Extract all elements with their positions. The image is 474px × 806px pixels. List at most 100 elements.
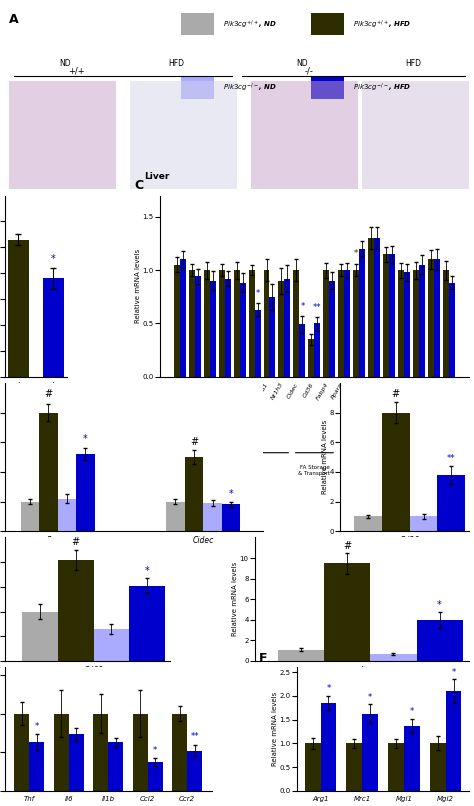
Text: C: C: [135, 179, 144, 192]
Bar: [428, 260, 434, 376]
Text: $Pik3cg^{-/-}$, HFD: $Pik3cg^{-/-}$, HFD: [353, 81, 411, 94]
Bar: [255, 310, 261, 376]
Text: #: #: [190, 437, 198, 447]
Bar: [210, 280, 216, 376]
Bar: [222, 505, 240, 531]
Bar: [309, 339, 314, 376]
Bar: [446, 691, 461, 791]
Bar: [389, 254, 395, 376]
Bar: [413, 270, 419, 376]
Text: *: *: [327, 684, 330, 693]
Bar: [93, 629, 129, 661]
Text: *: *: [354, 249, 358, 259]
Text: FA Oxidation: FA Oxidation: [377, 465, 417, 471]
Bar: [320, 703, 337, 791]
Text: **: **: [191, 733, 199, 742]
FancyBboxPatch shape: [311, 77, 344, 98]
Bar: [345, 270, 350, 376]
Bar: [329, 280, 336, 376]
FancyBboxPatch shape: [130, 81, 237, 189]
Text: $Pik3cg^{-/-}$, ND: $Pik3cg^{-/-}$, ND: [223, 81, 277, 94]
Text: F: F: [259, 652, 267, 665]
Bar: [69, 734, 84, 791]
Text: *: *: [451, 668, 456, 677]
FancyBboxPatch shape: [181, 14, 214, 35]
Bar: [204, 270, 210, 376]
Bar: [370, 654, 417, 661]
Bar: [54, 713, 69, 791]
Text: *: *: [368, 693, 372, 702]
Bar: [270, 297, 275, 376]
Bar: [362, 714, 378, 791]
Bar: [108, 742, 123, 791]
Bar: [346, 743, 362, 791]
Bar: [338, 270, 345, 376]
Bar: [148, 762, 163, 791]
Y-axis label: Relative mRNA levels: Relative mRNA levels: [322, 420, 328, 494]
Bar: [173, 264, 180, 376]
Bar: [129, 586, 164, 661]
Y-axis label: Relative mRNA levels: Relative mRNA levels: [272, 692, 278, 767]
FancyBboxPatch shape: [9, 81, 116, 189]
Bar: [434, 260, 440, 376]
FancyBboxPatch shape: [363, 81, 469, 189]
Bar: [29, 742, 44, 791]
Bar: [404, 725, 420, 791]
Bar: [22, 612, 58, 661]
Bar: [43, 278, 64, 376]
Text: ND: ND: [59, 59, 71, 68]
Bar: [21, 501, 39, 531]
Text: #: #: [72, 538, 80, 547]
Text: *: *: [255, 289, 260, 297]
Bar: [185, 457, 203, 531]
Bar: [368, 238, 374, 376]
Bar: [203, 503, 222, 531]
Bar: [305, 743, 320, 791]
Bar: [76, 454, 95, 531]
Text: *: *: [145, 566, 149, 576]
Bar: [133, 713, 148, 791]
Text: FA Synthesis: FA Synthesis: [212, 465, 252, 471]
Bar: [293, 270, 300, 376]
Text: HFD: HFD: [406, 59, 421, 68]
Bar: [279, 280, 284, 376]
Text: FA Storage
& Transport: FA Storage & Transport: [299, 465, 330, 476]
Bar: [354, 517, 382, 531]
Bar: [383, 254, 389, 376]
Bar: [166, 501, 185, 531]
Text: *: *: [51, 254, 55, 264]
Text: $Pik3cg^{+/+}$, ND: $Pik3cg^{+/+}$, ND: [223, 19, 277, 31]
Bar: [419, 264, 425, 376]
Text: #: #: [45, 389, 53, 399]
Bar: [300, 325, 305, 376]
Bar: [93, 713, 108, 791]
Bar: [323, 270, 329, 376]
Text: ND: ND: [296, 59, 308, 68]
Text: *: *: [301, 301, 305, 310]
Bar: [8, 239, 28, 376]
Y-axis label: Relative mRNA levels: Relative mRNA levels: [135, 249, 141, 323]
Bar: [234, 270, 239, 376]
Text: +/+: +/+: [68, 66, 85, 75]
Text: Liver: Liver: [144, 172, 170, 181]
Bar: [417, 620, 463, 661]
Bar: [314, 323, 320, 376]
Bar: [278, 650, 324, 661]
Text: $Pik3cg^{+/+}$, HFD: $Pik3cg^{+/+}$, HFD: [353, 19, 411, 31]
Bar: [438, 475, 465, 531]
Text: *: *: [35, 721, 39, 730]
Bar: [195, 276, 201, 376]
FancyBboxPatch shape: [251, 81, 358, 189]
Bar: [443, 270, 449, 376]
Y-axis label: Relative mRNA levels: Relative mRNA levels: [232, 562, 238, 637]
Text: HFD: HFD: [169, 59, 184, 68]
FancyBboxPatch shape: [311, 14, 344, 35]
Text: #: #: [392, 389, 400, 399]
Bar: [324, 563, 370, 661]
Text: **: **: [447, 454, 456, 463]
Bar: [39, 413, 58, 531]
Text: *: *: [153, 746, 157, 754]
Text: *: *: [437, 600, 442, 609]
Bar: [374, 238, 380, 376]
Text: A: A: [9, 14, 19, 27]
